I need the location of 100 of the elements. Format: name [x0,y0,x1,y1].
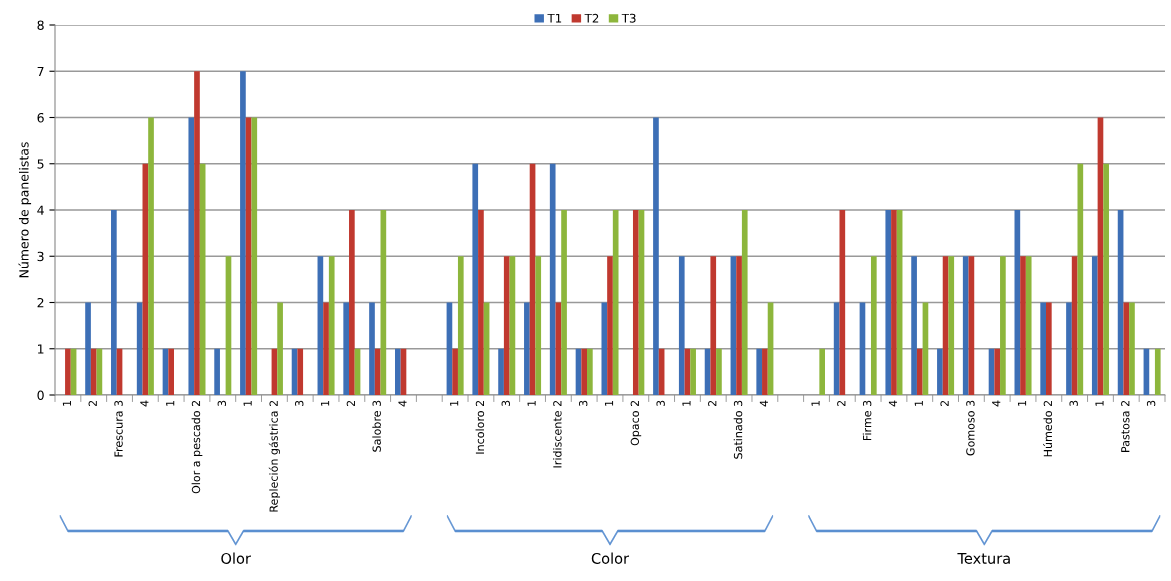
y-tick-label: 1 [38,344,44,354]
bar [251,117,258,395]
bar [561,210,567,395]
x-tick-label: 4 [888,400,898,407]
x-tick-label: Olor a pescado 2 [191,400,203,494]
bar [678,256,685,395]
x-tick-label: 3 [217,400,227,407]
x-tick-label: Gomoso 3 [966,400,975,456]
bar [741,210,748,395]
x-tick-label: Frescura 3 [114,400,123,457]
bar [612,210,619,395]
bar [710,256,717,395]
bar [587,348,593,395]
y-tick-label: 5 [37,159,44,169]
legend-label: T1 [547,13,562,23]
bar [524,302,530,395]
x-tick-label: 3 [1069,400,1078,407]
bar [1154,348,1161,395]
y-tick-label: 8 [37,20,44,30]
bar [962,256,969,395]
text: Textura [957,553,1010,564]
x-tick-label: 1 [914,400,923,406]
bar [762,348,768,395]
x-tick-label: 3 [501,400,510,407]
bar [716,348,722,395]
x-tick-label: 1 [243,400,252,406]
bar [653,117,659,395]
x-tick-label: 1 [321,400,330,406]
bar [756,348,763,395]
bar [472,163,479,395]
y-tick-label: 2 [37,297,44,308]
x-tick-label: Húmedo 2 [1043,400,1053,457]
bar [885,210,892,395]
x-tick-label: 2 [346,400,355,407]
bar [503,256,510,395]
x-tick-label: 1 [527,400,536,406]
y-axis-title: Número de panelistas [18,142,32,278]
x-tick-label: 2 [837,400,846,407]
bar [343,302,350,395]
x-tick-label: 1 [62,400,71,406]
x-tick-label: 2 [940,400,949,407]
bar [1123,302,1130,395]
legend-label: T2 [584,13,599,23]
bar [148,117,154,395]
x-tick-label: 1 [682,400,691,406]
x-tick-label: 1 [166,400,175,406]
bar [736,256,742,395]
bar [188,117,195,395]
bar [478,210,484,395]
text: Color [591,552,630,564]
x-tick-label: 1 [604,400,614,406]
x-tick-label: Firme 3 [862,400,872,441]
y-tick-label: 7 [37,66,44,76]
bar [690,348,696,395]
x-tick-label: Opaco 2 [630,400,642,446]
x-tick-label: 1 [811,400,820,406]
x-tick-label: 4 [398,400,407,407]
bar [1046,302,1052,395]
x-tick-label: Repleción gástrica 2 [268,400,281,512]
x-tick-label: 2 [708,400,717,407]
x-tick-label: 1 [450,400,459,406]
x-tick-label: 3 [656,400,665,407]
bar [891,210,897,395]
bar [85,302,91,395]
bar [601,302,608,395]
bar [498,348,504,395]
bar [1066,302,1072,395]
bar [535,256,542,395]
bar [194,71,200,395]
x-tick-label: Pastosa 2 [1121,400,1130,452]
bar [323,302,329,395]
bar [948,256,955,395]
bar [1091,256,1098,395]
bar [297,348,304,395]
x-tick-label: Iridiscente 2 [553,400,562,468]
bar [994,348,1001,395]
bar [452,348,458,395]
x-tick-label: Salobre 3 [372,400,381,452]
x-tick-label: 3 [1146,400,1156,407]
bar [90,348,97,395]
x-tick-label: 1 [1017,400,1027,406]
bar [457,256,464,395]
bar [1040,302,1046,395]
bar [374,348,381,395]
bar [394,348,401,395]
bar [1025,256,1032,395]
bar [916,348,923,395]
bar [549,163,556,395]
bar [136,302,143,395]
y-tick-label: 6 [37,112,44,123]
bar [911,256,917,395]
x-tick-label: Incoloro 2 [475,400,485,454]
bar [937,348,943,395]
bar [240,71,246,395]
legend-label: T3 [621,13,636,23]
bar [1000,256,1006,395]
bar [277,302,283,395]
bar [111,210,117,395]
y-tick-label: 3 [37,251,44,262]
text: Olor [221,552,251,564]
